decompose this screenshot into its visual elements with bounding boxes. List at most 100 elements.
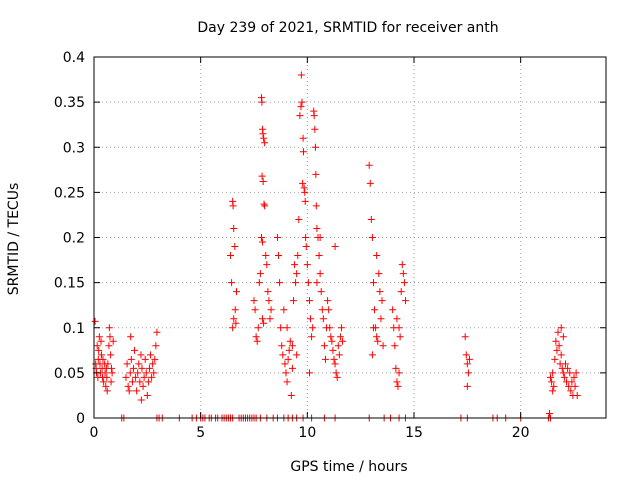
data-point [278,342,286,350]
data-point [333,373,341,381]
data-point [142,369,150,377]
data-point [141,355,149,363]
data-point [261,139,269,147]
data-point [253,337,261,345]
data-point [376,288,384,296]
data-point [463,382,471,390]
data-point [313,224,321,232]
data-point [367,215,375,223]
data-point [389,306,397,314]
data-point [283,378,291,386]
y-tick-labels: 0 0.05 0.1 0.15 0.2 0.25 0.3 0.35 0.4 [54,50,85,427]
data-point [107,364,115,372]
data-point [465,355,473,363]
data-point [398,261,406,269]
data-point [305,297,313,305]
data-point [568,378,576,386]
data-point [143,391,151,399]
data-point [395,324,403,332]
data-point [138,364,146,372]
data-point [308,333,316,341]
data-point [399,270,407,278]
data-point [230,315,238,323]
data-point [311,143,319,151]
data-point [559,369,567,377]
data-point [281,360,289,368]
data-point [557,351,565,359]
data-point [319,315,327,323]
data-point [101,369,109,377]
data-point [339,337,347,345]
y-tick-label: 0.15 [54,276,85,292]
y-tick-label: 0.2 [63,231,85,247]
data-point [127,333,135,341]
data-point [297,103,305,111]
data-point [461,333,469,341]
data-point [400,279,408,287]
data-point [395,369,403,377]
data-point [309,324,317,332]
data-point [103,373,111,381]
data-point [230,224,238,232]
data-point [260,134,268,142]
data-point [549,387,557,395]
x-tick-labels: 0 5 10 15 20 [90,425,530,441]
data-point [264,288,272,296]
data-point [106,333,114,341]
data-point [313,279,321,287]
data-point [553,346,561,354]
data-point [328,337,336,345]
data-point [105,342,113,350]
data-point [279,351,287,359]
data-point [262,252,270,260]
data-point [287,391,295,399]
data-point [570,373,578,381]
data-point [311,125,319,133]
data-point [260,200,268,208]
data-point [391,342,399,350]
data-point [109,337,117,345]
data-point [397,288,405,296]
data-point [317,288,325,296]
data-point [572,369,580,377]
data-point [137,396,145,404]
data-point [315,252,323,260]
data-point [559,333,567,341]
data-point [337,324,345,332]
data-point [299,179,307,187]
data-point [288,364,296,372]
data-point [288,342,296,350]
data-point [293,270,301,278]
data-point [312,170,320,178]
data-point [331,360,339,368]
data-point [392,364,400,372]
data-point [377,315,385,323]
data-point [128,378,136,386]
data-point [93,342,101,350]
data-point [229,324,237,332]
data-point [127,355,135,363]
data-point [95,346,103,354]
data-point [284,355,292,363]
data-point [131,346,139,354]
data-point [263,261,271,269]
data-point [228,279,236,287]
data-point [551,355,559,363]
data-point [365,161,373,169]
data-point [124,382,132,390]
data-point [150,369,158,377]
data-point [303,261,311,269]
data-point [462,351,470,359]
x-tick-label: 20 [512,425,530,441]
data-point [396,333,404,341]
data-point [285,346,293,354]
data-point [100,378,108,386]
data-point [301,197,309,205]
data-point [299,134,307,142]
data-point [369,324,377,332]
data-point [329,346,337,354]
data-point [296,112,304,120]
data-point [321,355,329,363]
data-point [251,306,259,314]
data-point [108,369,116,377]
